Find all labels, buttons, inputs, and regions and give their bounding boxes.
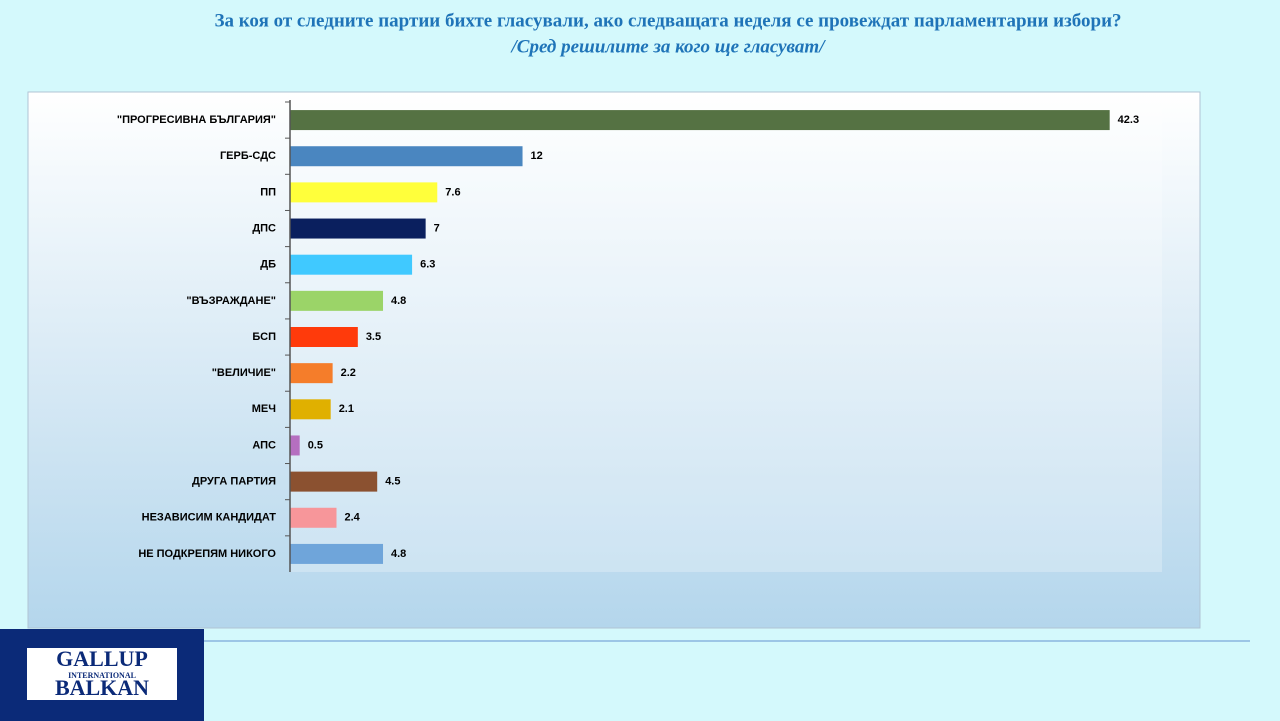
logo-box — [27, 648, 177, 700]
bar — [290, 182, 438, 203]
plot: "ПРОГРЕСИВНА БЪЛГАРИЯ" 42.3 ГЕРБ-СДС 12 ПП 7.… — [117, 100, 1139, 572]
bar — [290, 363, 333, 384]
value-label: 12 — [531, 150, 543, 162]
logo-text: GALLUP — [56, 646, 148, 671]
chart-subtitle: /Сред решилите за кого ще гласуват/ — [510, 36, 827, 57]
y-tick-label: ДПС — [252, 222, 276, 234]
value-label: 2.4 — [345, 512, 361, 524]
y-tick-label: "ВЪЗРАЖДАНЕ" — [186, 295, 276, 307]
value-label: 3.5 — [366, 331, 381, 343]
y-tick-label: НЕЗАВИСИМ КАНДИДАТ — [142, 512, 277, 524]
bar — [290, 218, 426, 239]
y-tick-label: ДБ — [260, 259, 276, 271]
value-label: 4.8 — [391, 548, 406, 560]
bar — [290, 110, 1110, 131]
y-tick-label: "ПРОГРЕСИВНА БЪЛГАРИЯ" — [117, 114, 276, 126]
y-tick-label: ПП — [260, 186, 276, 198]
value-label: 4.5 — [385, 476, 400, 488]
bar — [290, 399, 331, 420]
logo-text: BALKAN — [55, 675, 149, 700]
bar — [290, 146, 523, 167]
chart-frame — [27, 91, 1201, 629]
value-label: 42.3 — [1118, 114, 1139, 126]
y-tick-label: ГЕРБ-СДС — [220, 150, 276, 162]
value-label: 2.2 — [341, 367, 356, 379]
bar — [290, 254, 413, 275]
value-label: 2.1 — [339, 403, 354, 415]
bar — [290, 327, 358, 347]
value-label: 7 — [434, 222, 440, 234]
bar — [290, 543, 384, 564]
bar — [290, 507, 337, 528]
chart-title: За коя от следните партии бихте гласувал… — [214, 10, 1121, 31]
value-label: 0.5 — [308, 439, 323, 451]
bar — [290, 290, 384, 311]
bar — [290, 435, 300, 456]
y-tick-label: БСП — [252, 331, 276, 343]
value-label: 6.3 — [420, 259, 435, 271]
y-tick-label: АПС — [252, 439, 276, 451]
value-label: 4.8 — [391, 295, 406, 307]
bar — [290, 471, 378, 492]
y-tick-label: "ВЕЛИЧИЕ" — [212, 367, 276, 379]
y-tick-label: ДРУГА ПАРТИЯ — [192, 476, 276, 488]
y-tick-label: НЕ ПОДКРЕПЯМ НИКОГО — [138, 548, 276, 560]
logo-text: INTERNATIONAL — [68, 671, 136, 680]
plot-area — [290, 100, 1162, 572]
y-tick-label: МЕЧ — [252, 403, 276, 415]
value-label: 7.6 — [445, 186, 460, 198]
